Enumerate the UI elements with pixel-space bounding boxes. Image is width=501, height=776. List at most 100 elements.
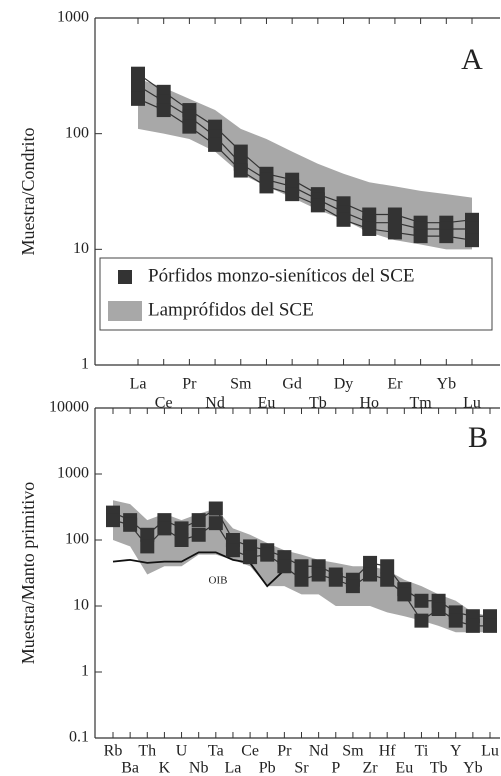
marker xyxy=(208,501,223,516)
marker xyxy=(448,613,463,628)
marker xyxy=(294,559,309,574)
marker xyxy=(465,221,479,236)
marker xyxy=(387,225,402,240)
x-tick-label: Er xyxy=(387,376,403,393)
marker xyxy=(243,539,258,554)
x-tick-label: Y xyxy=(450,743,462,760)
marker xyxy=(431,602,446,617)
y-tick-label: 1000 xyxy=(57,9,89,26)
marker xyxy=(157,521,172,536)
marker xyxy=(225,543,240,558)
marker xyxy=(243,550,258,565)
x-tick-label: K xyxy=(159,760,171,776)
marker xyxy=(380,572,395,587)
marker xyxy=(260,547,275,562)
marker xyxy=(397,587,412,602)
x-tick-label: P xyxy=(331,760,340,776)
x-tick-label: Ba xyxy=(121,760,139,776)
marker xyxy=(363,555,378,570)
marker xyxy=(362,221,377,236)
x-tick-label: Eu xyxy=(395,760,413,776)
marker xyxy=(259,179,274,194)
x-tick-label: Lu xyxy=(463,395,481,412)
y-tick-label: 100 xyxy=(65,531,89,548)
x-tick-label: U xyxy=(176,743,188,760)
marker xyxy=(174,533,189,547)
marker xyxy=(483,618,497,633)
x-tick-label: Tm xyxy=(410,395,433,412)
y-tick-label: 1000 xyxy=(57,465,89,482)
y-tick-label: 10 xyxy=(73,240,89,257)
x-tick-label: Ce xyxy=(155,395,173,412)
x-tick-label: Yb xyxy=(437,376,457,393)
marker xyxy=(131,66,145,81)
marker xyxy=(414,593,429,608)
marker xyxy=(233,144,248,159)
x-tick-label: Nd xyxy=(309,743,329,760)
legend-label: Pórfidos monzo-sieníticos del SCE xyxy=(148,265,415,286)
marker xyxy=(380,559,395,574)
x-tick-label: La xyxy=(225,760,242,776)
marker xyxy=(156,103,171,118)
x-tick-label: Nb xyxy=(189,760,209,776)
marker xyxy=(106,513,120,528)
x-tick-label: Ce xyxy=(241,743,259,760)
marker xyxy=(311,567,326,582)
legend-label: Lamprófidos del SCE xyxy=(148,299,314,320)
legend-marker xyxy=(118,270,132,284)
marker xyxy=(140,539,155,554)
y-tick-label: 1 xyxy=(81,356,89,373)
reference-line xyxy=(112,551,285,588)
x-tick-label: Lu xyxy=(481,743,499,760)
marker xyxy=(439,229,454,244)
marker xyxy=(336,212,351,227)
marker xyxy=(413,229,428,244)
x-tick-label: Zr xyxy=(362,760,378,776)
marker xyxy=(182,119,197,134)
x-tick-label: Dy xyxy=(334,376,354,393)
marker xyxy=(174,521,189,536)
marker xyxy=(233,163,248,178)
panel-label: B xyxy=(468,421,488,454)
marker xyxy=(310,198,325,213)
y-tick-label: 0.1 xyxy=(69,729,89,746)
y-axis-label: Muestra/Manto primitivo xyxy=(18,482,38,664)
x-tick-label: Tb xyxy=(309,395,327,412)
legend-marker xyxy=(108,301,142,321)
marker xyxy=(191,527,206,542)
x-tick-label: Yb xyxy=(463,760,483,776)
marker xyxy=(345,579,360,594)
marker xyxy=(328,572,343,587)
annotation: OIB xyxy=(209,575,228,587)
x-tick-label: Eu xyxy=(258,395,276,412)
x-tick-label: Pr xyxy=(182,376,197,393)
x-tick-label: Ta xyxy=(208,743,224,760)
panel-label: A xyxy=(461,43,483,76)
x-tick-label: Gd xyxy=(282,376,302,393)
marker xyxy=(294,572,309,587)
marker xyxy=(363,567,378,582)
x-tick-label: Pb xyxy=(259,760,276,776)
y-tick-label: 10000 xyxy=(49,399,89,416)
x-tick-label: Tb xyxy=(430,760,448,776)
y-tick-label: 1 xyxy=(81,663,89,680)
x-tick-label: Sm xyxy=(342,743,364,760)
marker xyxy=(277,559,292,574)
marker xyxy=(208,516,223,531)
marker xyxy=(285,187,300,202)
marker xyxy=(131,78,145,93)
marker xyxy=(123,517,138,532)
x-tick-label: La xyxy=(130,376,147,393)
x-tick-label: Pr xyxy=(277,743,292,760)
marker xyxy=(414,613,429,628)
x-tick-label: Sm xyxy=(230,376,252,393)
marker xyxy=(465,618,480,633)
marker xyxy=(208,137,223,152)
x-tick-label: Sr xyxy=(294,760,309,776)
marker xyxy=(140,527,155,542)
x-tick-label: Hf xyxy=(379,743,397,760)
legend-box xyxy=(99,257,493,331)
x-tick-label: Ti xyxy=(415,743,429,760)
y-tick-label: 100 xyxy=(65,124,89,141)
